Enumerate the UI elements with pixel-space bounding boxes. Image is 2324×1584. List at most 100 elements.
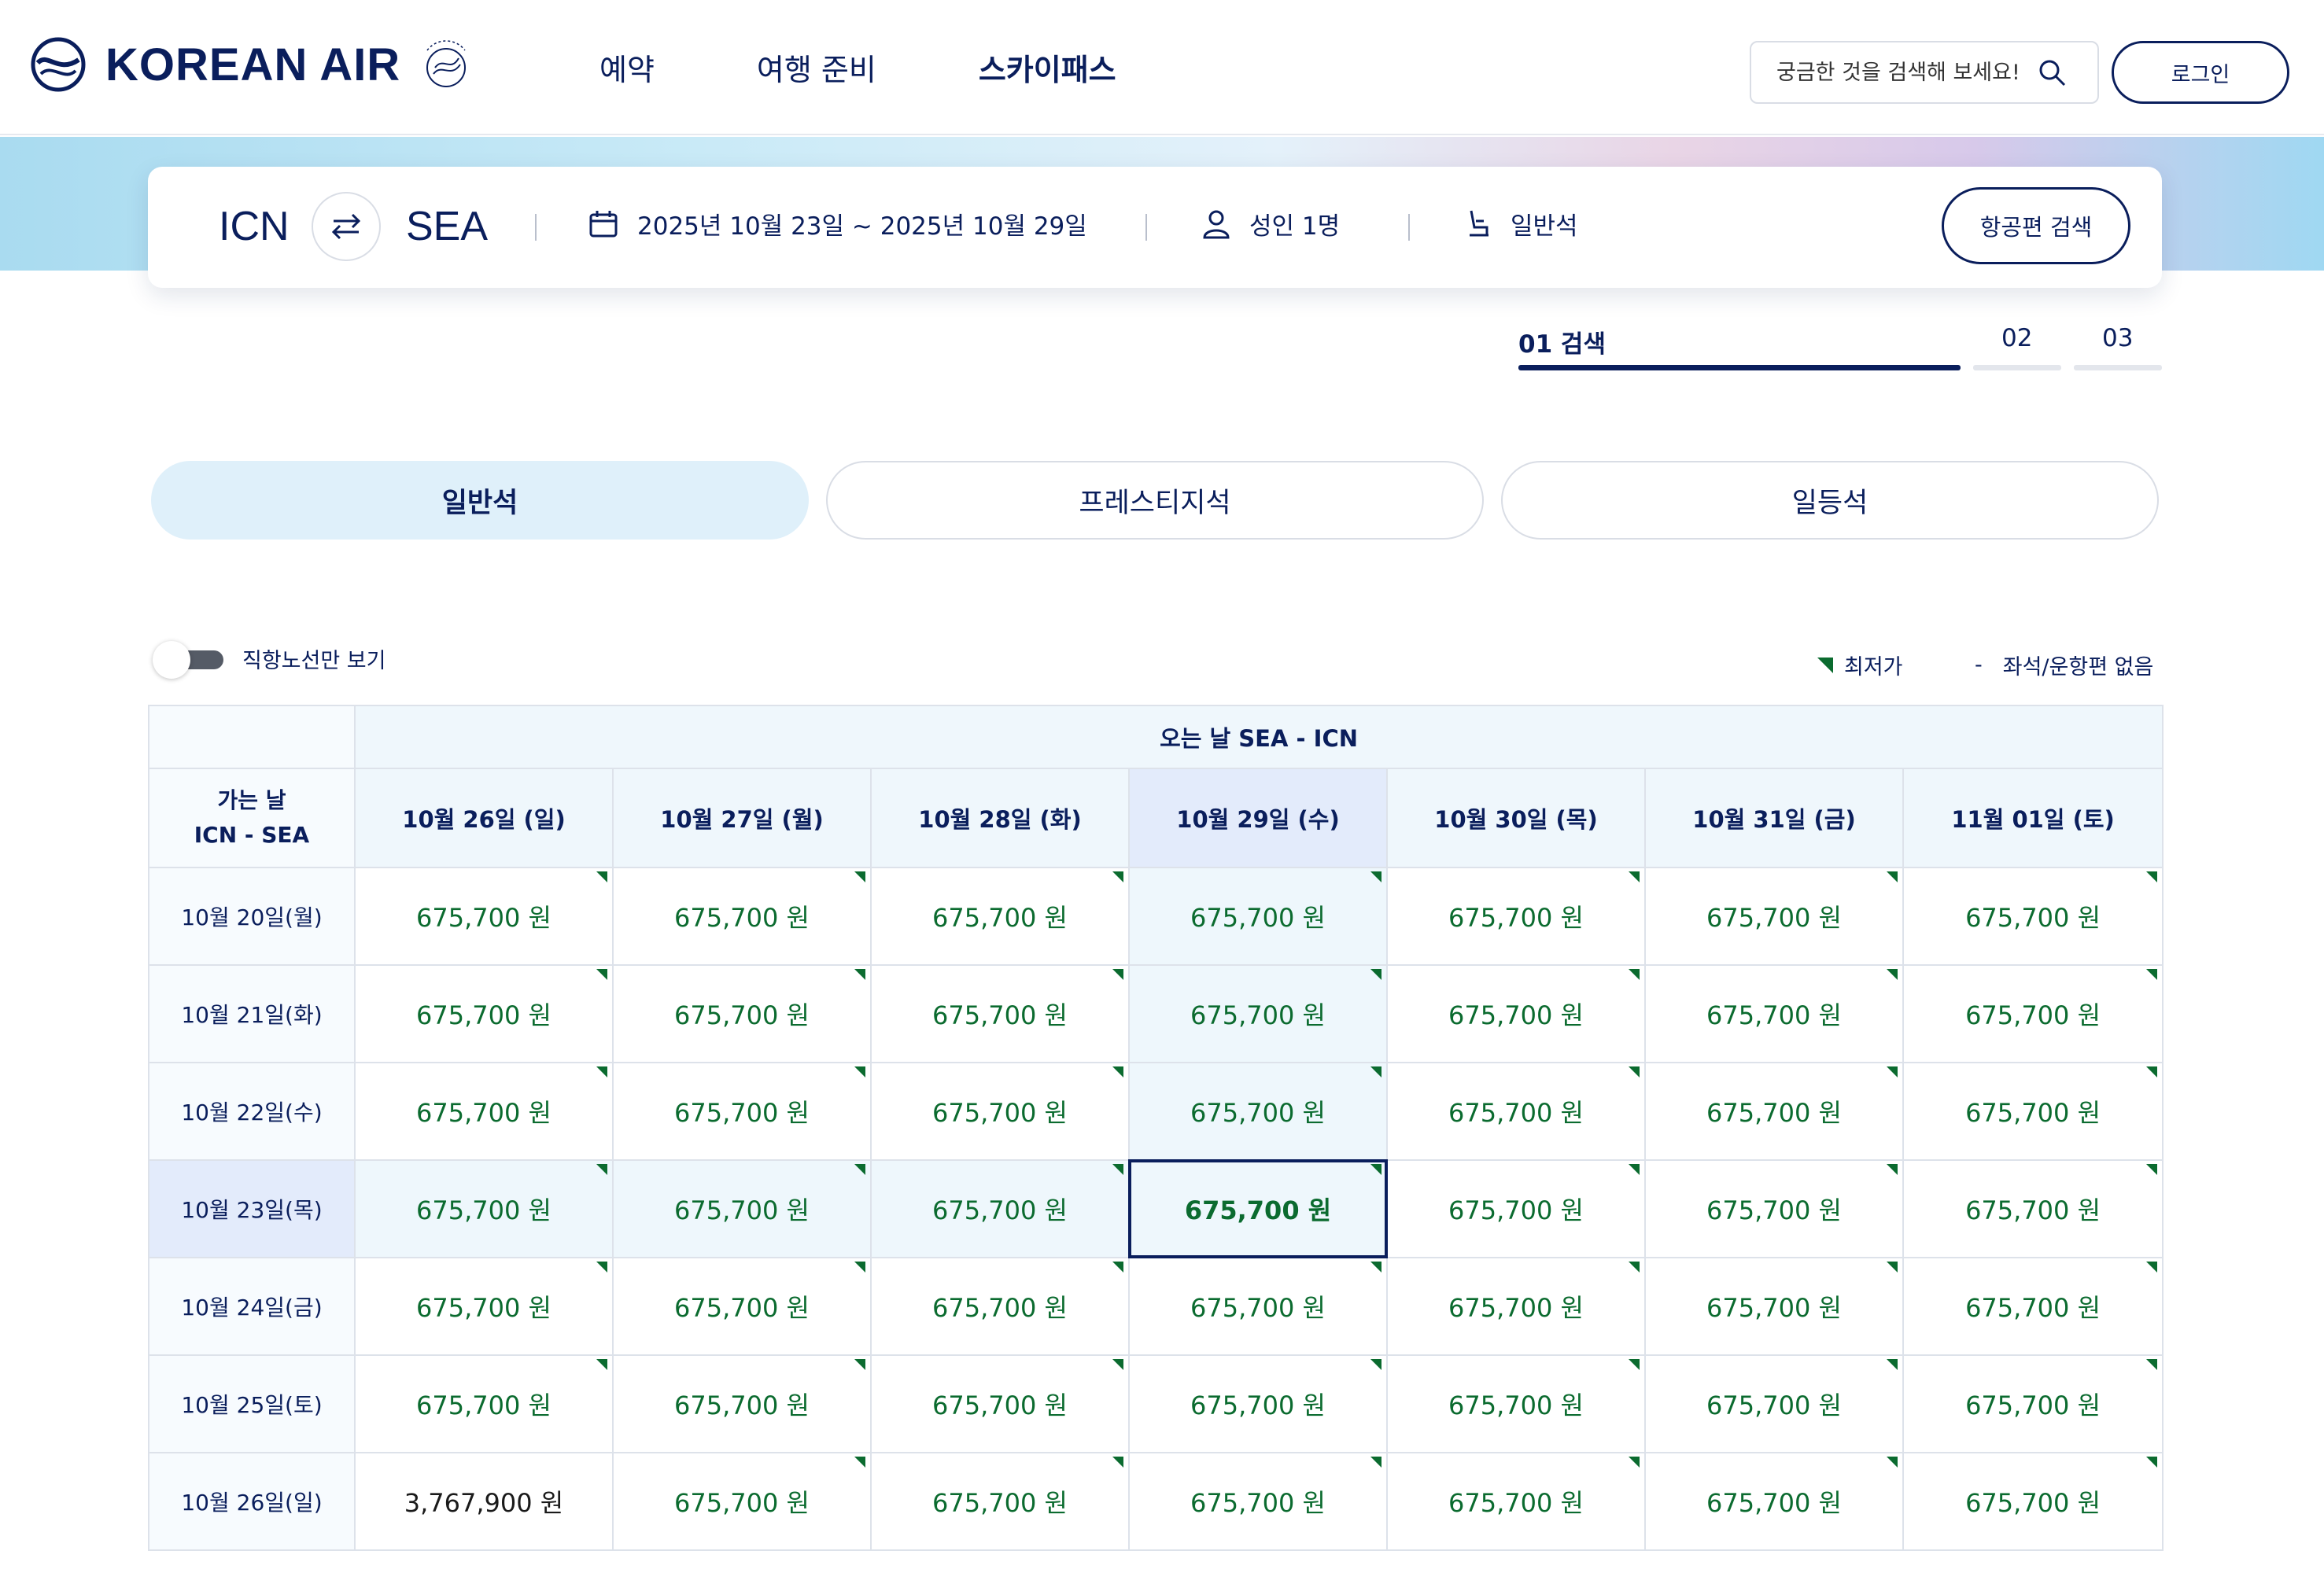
fare-cell[interactable]: 675,700 원 [1128,867,1388,966]
fare-cell[interactable]: 675,700 원 [354,1257,614,1356]
fare-cell[interactable]: 675,700 원 [1902,964,2164,1063]
step-2-label: 02 [2001,324,2033,352]
fare-cell[interactable]: 675,700 원 [354,1062,614,1161]
swap-route-button[interactable] [312,192,381,261]
fare-cell[interactable]: 675,700 원 [1644,1062,1904,1161]
destination-airport[interactable]: SEA [406,204,489,249]
outbound-header-line2: ICN - SEA [194,822,310,848]
taegeuk-logo-icon [31,37,86,92]
lowest-fare-marker-icon [1817,657,1833,673]
travel-dates-field[interactable]: 2025년 10월 23일 ~ 2025년 10월 29일 [588,206,1087,241]
fare-row: 10월 25일(토) 675,700 원 675,700 원 675,700 원 675… [148,1354,2164,1453]
fare-cell[interactable]: 675,700 원 [1128,1062,1388,1161]
return-date-header: 10월 30일 (목) [1386,768,1646,868]
tab-prestige[interactable]: 프레스티지석 [826,461,1484,540]
passengers-field[interactable]: 성인 1명 [1202,206,1340,241]
fare-cell[interactable]: 675,700 원 [612,1452,872,1551]
fare-cell[interactable]: 675,700 원 [1386,1354,1646,1453]
tab-economy[interactable]: 일반석 [151,461,809,540]
step-1-label: 01 검색 [1518,330,1606,359]
fare-cell[interactable]: 675,700 원 [612,1159,872,1258]
calendar-icon [589,210,618,237]
fare-cell[interactable]: 675,700 원 [870,1062,1130,1161]
fare-cell[interactable]: 675,700 원 [1644,964,1904,1063]
seat-icon [1470,210,1488,236]
login-button[interactable]: 로그인 [2112,41,2289,104]
tab-first[interactable]: 일등석 [1501,461,2159,540]
fare-row: 10월 23일(목) 675,700 원 675,700 원 675,700 원 675… [148,1159,2164,1258]
outbound-date-header: 10월 20일(월) [148,867,356,966]
fare-cell[interactable]: 675,700 원 [1902,867,2164,966]
legend-lowest: 최저가 [1817,650,1903,680]
fare-cell[interactable]: 675,700 원 [870,1452,1130,1551]
outbound-date-header: 10월 26일(일) [148,1452,356,1551]
search-icon[interactable] [2038,58,2068,88]
fare-cell[interactable]: 675,700 원 [870,867,1130,966]
fare-cell[interactable]: 675,700 원 [1644,867,1904,966]
brand-name: KOREAN AIR [105,39,401,90]
fare-cell[interactable]: 675,700 원 [612,1257,872,1356]
fare-cell[interactable]: 675,700 원 [1902,1062,2164,1161]
fare-cell[interactable]: 675,700 원 [354,964,614,1063]
fare-cell[interactable]: 675,700 원 [870,1257,1130,1356]
fare-row: 10월 20일(월) 675,700 원 675,700 원 675,700 원 675… [148,867,2164,966]
nav-travel-prep[interactable]: 여행 준비 [756,53,876,87]
fare-cell[interactable]: 3,767,900 원 [354,1452,614,1551]
korean-air-logo[interactable]: KOREAN AIR [30,35,476,94]
fare-cell[interactable]: 675,700 원 [1128,1452,1388,1551]
cabin-field[interactable]: 일반석 [1466,206,1578,241]
toggle-switch[interactable] [151,640,231,679]
return-date-header: 10월 27일 (월) [612,768,872,868]
fare-cell[interactable]: 675,700 원 [1644,1354,1904,1453]
fare-cell[interactable]: 675,700 원 [612,1354,872,1453]
person-icon [1203,210,1230,238]
origin-airport[interactable]: ICN [219,204,290,249]
legend-unavailable-label: 좌석/운항편 없음 [2002,655,2154,680]
step-2-bar [1973,365,2061,370]
site-search [1750,41,2099,104]
fare-cell[interactable]: 675,700 원 [1386,1452,1646,1551]
fare-cell[interactable]: 675,700 원 [1386,867,1646,966]
fare-cell[interactable]: 675,700 원 [870,964,1130,1063]
fare-cell[interactable]: 675,700 원 [1644,1452,1904,1551]
skyteam-icon [426,40,467,87]
fare-cell[interactable]: 675,700 원 [1386,1257,1646,1356]
table-corner [148,705,356,769]
fare-cell[interactable]: 675,700 원 [1644,1257,1904,1356]
fare-cell[interactable]: 675,700 원 [1128,964,1388,1063]
fare-cell[interactable]: 675,700 원 [1386,1062,1646,1161]
fare-cell[interactable]: 675,700 원 [1902,1159,2164,1258]
fare-cell[interactable]: 675,700 원 [354,867,614,966]
legend-lowest-label: 최저가 [1844,655,1903,680]
fare-row: 10월 24일(금) 675,700 원 675,700 원 675,700 원 675… [148,1257,2164,1356]
fare-calendar-table: 오는 날 SEA - ICN 가는 날 ICN - SEA 10월 26일 (일… [148,705,2164,1551]
nav-reservation[interactable]: 예약 [599,53,655,87]
fare-cell[interactable]: 675,700 원 [612,1062,872,1161]
legend-unavailable: - 좌석/운항편 없음 [1975,650,2153,680]
flight-search-button[interactable]: 항공편 검색 [1942,187,2130,264]
fare-cell[interactable]: 675,700 원 [1386,1159,1646,1258]
fare-cell[interactable]: 675,700 원 [354,1354,614,1453]
fare-cell[interactable]: 675,700 원 [1902,1354,2164,1453]
step-3-label: 03 [2102,324,2134,352]
fare-cell[interactable]: 675,700 원 [612,964,872,1063]
direct-only-toggle[interactable]: 직항노선만 보기 [151,640,385,679]
fare-row: 10월 22일(수) 675,700 원 675,700 원 675,700 원 675… [148,1062,2164,1161]
fare-cell[interactable]: 675,700 원 [1902,1257,2164,1356]
step-3-bar [2074,365,2162,370]
fare-cell[interactable]: 675,700 원 [354,1159,614,1258]
fare-cell[interactable]: 675,700 원 [870,1159,1130,1258]
flight-search-bar: ICN SEA 2025년 10월 23일 ~ 2025년 10월 29일 [148,167,2162,288]
fare-cell[interactable]: 675,700 원 [1128,1354,1388,1453]
search-input[interactable] [1776,60,2044,85]
fare-cell[interactable]: 675,700 원 [1386,964,1646,1063]
fare-cell[interactable]: 675,700 원 [870,1354,1130,1453]
fare-cell[interactable]: 675,700 원 [1128,1257,1388,1356]
fare-cell-selected[interactable]: 675,700 원 [1128,1159,1388,1258]
fare-cell[interactable]: 675,700 원 [1902,1452,2164,1551]
nav-skypass[interactable]: 스카이패스 [978,53,1116,87]
travel-dates-value: 2025년 10월 23일 ~ 2025년 10월 29일 [637,212,1087,241]
fare-cell[interactable]: 675,700 원 [1644,1159,1904,1258]
return-date-header: 10월 28일 (화) [870,768,1130,868]
fare-cell[interactable]: 675,700 원 [612,867,872,966]
